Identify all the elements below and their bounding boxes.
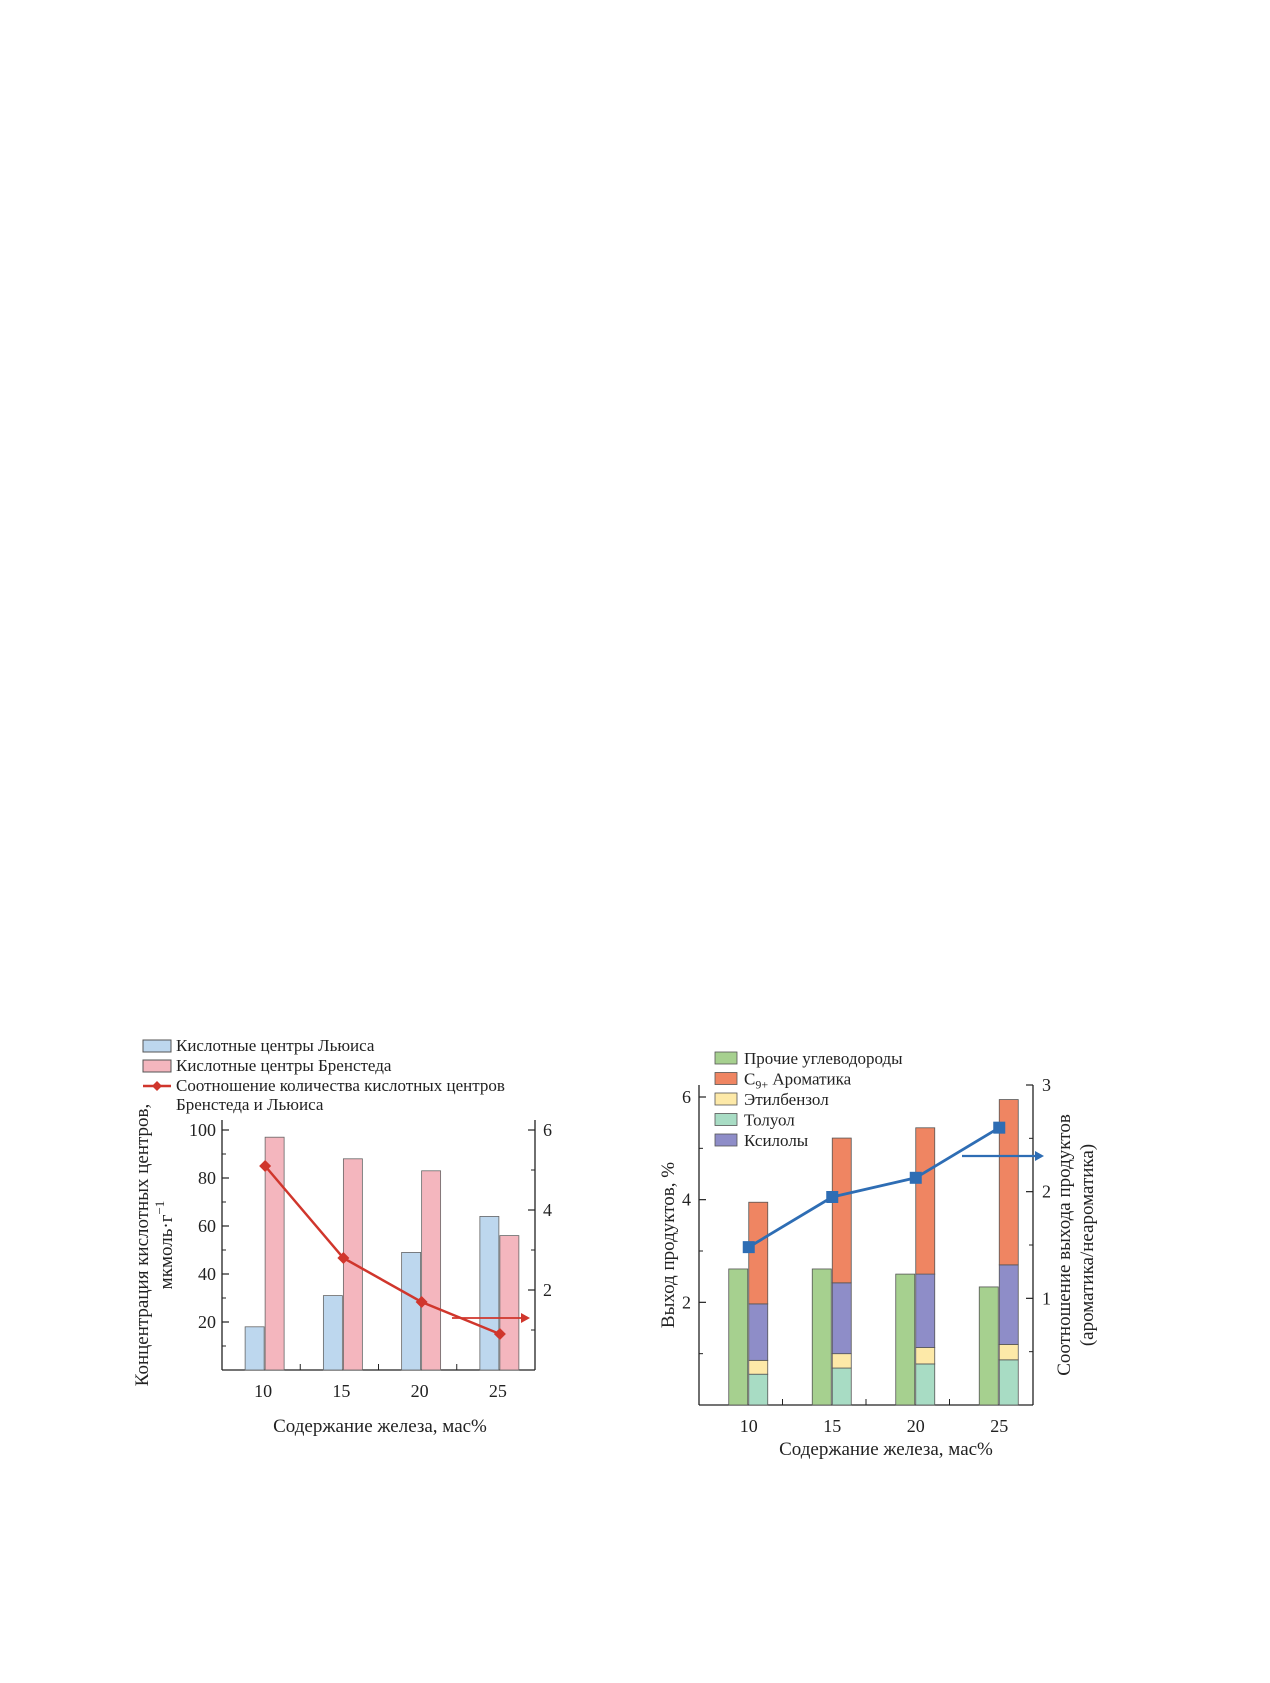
bar-segment-toluene xyxy=(831,1367,852,1406)
bar-lewis xyxy=(244,1326,265,1371)
chart-right: Прочие углеводороды C9+ АроматикаЭтилбенз… xyxy=(658,1049,1098,1460)
x-axis-label-left: Содержание железа, мас% xyxy=(273,1416,487,1437)
y2-tick-label: 3 xyxy=(1042,1075,1051,1095)
y2-tick-label: 4 xyxy=(543,1200,552,1220)
legend-label-c9: C9+ Ароматика xyxy=(744,1070,852,1092)
bar-segment-c9 xyxy=(915,1127,936,1275)
bar-segment-xylene xyxy=(748,1303,769,1361)
x-axis-label-right: Содержание железа, мас% xyxy=(779,1439,993,1460)
legend-swatch-xylene xyxy=(714,1133,738,1147)
ratio-point xyxy=(742,1241,755,1254)
bar-segment-toluene xyxy=(998,1359,1019,1406)
legend-label-ratio-line2: Бренстеда и Льюиса xyxy=(176,1095,324,1114)
x-tick-label: 10 xyxy=(740,1416,758,1436)
y-tick-label: 80 xyxy=(198,1168,216,1188)
x-tick-label: 10 xyxy=(254,1381,272,1401)
y-axis-label-left-line2: мкмоль·г−1 xyxy=(152,1201,177,1290)
bar-other xyxy=(728,1268,749,1406)
bar-segment-ethyl xyxy=(915,1347,936,1365)
legend-swatch-c9 xyxy=(714,1072,738,1085)
y-tick-label: 2 xyxy=(682,1292,691,1312)
y-tick-label: 20 xyxy=(198,1312,216,1332)
bar-segment-xylene xyxy=(831,1282,852,1355)
legend-swatch-lewis xyxy=(142,1039,172,1053)
legend-label-ethyl: Этилбензол xyxy=(744,1090,829,1109)
bar-segment-toluene xyxy=(748,1373,769,1406)
bar-segment-xylene xyxy=(998,1264,1019,1345)
bar-other xyxy=(978,1286,999,1406)
ratio-point xyxy=(909,1171,922,1184)
y-axis-label-right-chart: Выход продуктов, % xyxy=(658,1162,679,1328)
bar-lewis xyxy=(401,1252,422,1371)
y2-tick-label: 2 xyxy=(1042,1182,1051,1202)
bar-lewis xyxy=(322,1295,343,1371)
ratio-line-aromatic xyxy=(748,1126,1000,1249)
bar-segment-c9 xyxy=(998,1099,1019,1266)
x-tick-label: 15 xyxy=(823,1416,841,1436)
legend-marker-ratio xyxy=(152,1081,162,1091)
bar-segment-ethyl xyxy=(998,1344,1019,1361)
bar-other xyxy=(895,1273,916,1406)
y2-axis-label-line2: (ароматика/неароматика) xyxy=(1077,1144,1098,1346)
bar-bronsted xyxy=(421,1170,442,1371)
legend-swatch-bronsted xyxy=(142,1059,172,1073)
legend-label-bronsted: Кислотные центры Бренстеда xyxy=(176,1056,392,1075)
y2-axis-label-line1: Соотношение выхода продуктов xyxy=(1054,1114,1075,1376)
legend-swatch-toluene xyxy=(714,1113,738,1126)
legend-swatch-other xyxy=(714,1051,738,1065)
legend-label-lewis: Кислотные центры Льюиса xyxy=(176,1036,375,1055)
arrow-head xyxy=(521,1313,530,1323)
ratio-line xyxy=(264,1165,501,1336)
ratio-point xyxy=(826,1191,839,1203)
ratio-point xyxy=(259,1160,272,1172)
y-tick-label: 60 xyxy=(198,1216,216,1236)
y2-tick-label: 1 xyxy=(1042,1288,1051,1308)
legend-swatch-ethyl xyxy=(714,1092,738,1106)
y-tick-label: 100 xyxy=(189,1120,216,1140)
chart-left: Кислотные центры Льюиса Кислотные центры… xyxy=(132,1036,552,1437)
x-tick-label: 20 xyxy=(907,1416,925,1436)
y-tick-label: 6 xyxy=(682,1087,691,1107)
y-tick-label: 40 xyxy=(198,1264,216,1284)
bar-segment-ethyl xyxy=(748,1359,769,1375)
legend-label-other: Прочие углеводороды xyxy=(744,1049,903,1068)
bar-segment-toluene xyxy=(915,1363,936,1406)
x-tick-label: 25 xyxy=(990,1416,1008,1436)
ratio-point xyxy=(337,1252,350,1264)
arrow-head-2 xyxy=(1035,1151,1044,1161)
x-tick-label: 25 xyxy=(489,1381,507,1401)
legend-label-toluene: Толуол xyxy=(744,1111,795,1130)
ratio-point xyxy=(493,1328,506,1340)
y-tick-label: 4 xyxy=(682,1190,691,1210)
bar-bronsted xyxy=(499,1235,520,1371)
x-tick-label: 15 xyxy=(332,1381,350,1401)
y-axis-label-left-line1: Концентрация кислотных центров, xyxy=(132,1104,153,1387)
bar-segment-xylene xyxy=(915,1273,936,1348)
legend-label-xylene: Ксилолы xyxy=(744,1131,809,1150)
bar-segment-ethyl xyxy=(831,1353,852,1369)
legend-label-ratio: Соотношение количества кислотных центров xyxy=(176,1076,505,1095)
bar-other xyxy=(811,1268,832,1406)
y2-tick-label: 6 xyxy=(543,1120,552,1140)
bar-bronsted xyxy=(264,1136,285,1371)
y2-tick-label: 2 xyxy=(543,1280,552,1300)
bar-segment-c9 xyxy=(831,1137,852,1284)
bar-lewis xyxy=(479,1216,500,1371)
ratio-point xyxy=(993,1121,1006,1134)
x-tick-label: 20 xyxy=(411,1381,429,1401)
ratio-point xyxy=(415,1296,428,1308)
